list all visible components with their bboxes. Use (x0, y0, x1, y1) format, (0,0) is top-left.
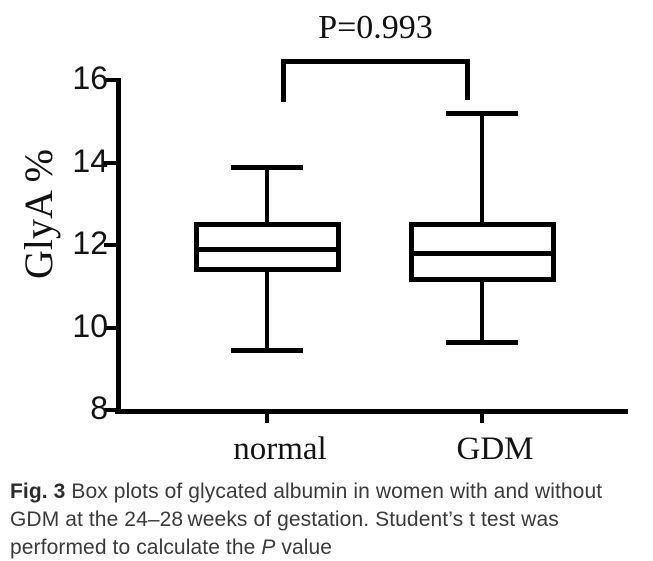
whisker-cap-bottom-gdm (446, 340, 518, 345)
figure-caption-text-1: Box plots of glycated albumin in women w… (10, 480, 603, 559)
y-axis-line (116, 78, 121, 414)
figure-caption: Fig. 3 Box plots of glycated albumin in … (10, 478, 640, 561)
y-tick (104, 161, 116, 165)
whisker-stem-top-normal (265, 167, 269, 222)
median-line-gdm (408, 251, 556, 256)
y-tick-label: 16 (72, 60, 108, 96)
whisker-cap-top-normal (231, 165, 303, 170)
y-tick (104, 243, 116, 247)
x-category-label-gdm: GDM (456, 431, 534, 467)
whisker-stem-bottom-normal (265, 272, 269, 350)
y-tick (104, 78, 116, 82)
figure-caption-p-italic: P (261, 535, 276, 559)
y-tick (104, 408, 116, 412)
x-tick (265, 414, 269, 423)
whisker-stem-bottom-gdm (480, 282, 484, 342)
x-tick (480, 414, 484, 423)
p-value-label: P=0.993 (318, 9, 433, 46)
y-tick-label: 8 (90, 390, 108, 426)
significance-bracket-right-leg (465, 59, 470, 100)
y-tick (104, 326, 116, 330)
whisker-cap-top-gdm (446, 111, 518, 116)
figure-caption-text-2: value (275, 535, 333, 559)
significance-bracket-left-leg (281, 59, 286, 102)
y-tick-label: 10 (72, 308, 108, 344)
x-axis-line (115, 409, 628, 414)
figure-caption-label: Fig. 3 (10, 480, 66, 503)
whisker-stem-top-gdm (480, 113, 484, 222)
whisker-cap-bottom-normal (231, 348, 303, 353)
y-tick-label: 14 (72, 143, 108, 179)
y-tick-label: 12 (72, 225, 108, 261)
x-category-label-normal: normal (233, 431, 327, 467)
median-line-normal (193, 247, 341, 252)
significance-bracket-bar (281, 59, 470, 64)
